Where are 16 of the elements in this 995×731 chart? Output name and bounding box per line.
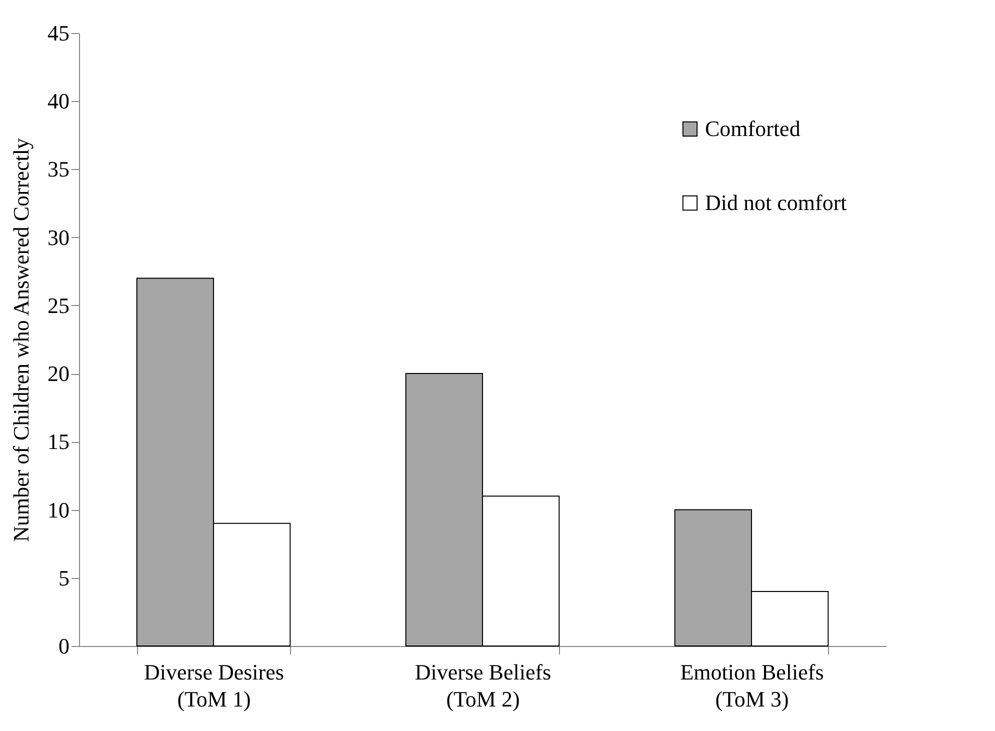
x-tick-label: Emotion Beliefs (ToM 3) xyxy=(680,660,824,712)
y-tick-label: 0 xyxy=(58,634,70,658)
y-tick-label: 10 xyxy=(48,497,70,522)
y-axis-title: Number of Children who Answered Correctly xyxy=(8,138,34,542)
y-tick-label: 20 xyxy=(48,361,70,386)
x-tick-label: Diverse Desires (ToM 1) xyxy=(144,660,284,712)
y-tick-label: 5 xyxy=(58,565,70,590)
legend-label: Comforted xyxy=(705,116,800,141)
x-tick-label: Diverse Beliefs (ToM 2) xyxy=(414,660,552,712)
y-tick-label: 35 xyxy=(48,156,70,182)
y-tick-label: 45 xyxy=(48,20,70,46)
y-tick-label: 30 xyxy=(48,224,70,250)
y-tick-label: 25 xyxy=(48,292,70,318)
y-tick-label: 15 xyxy=(48,429,70,454)
y-tick-label: 40 xyxy=(48,88,70,114)
legend-label: Did not comfort xyxy=(705,190,847,215)
